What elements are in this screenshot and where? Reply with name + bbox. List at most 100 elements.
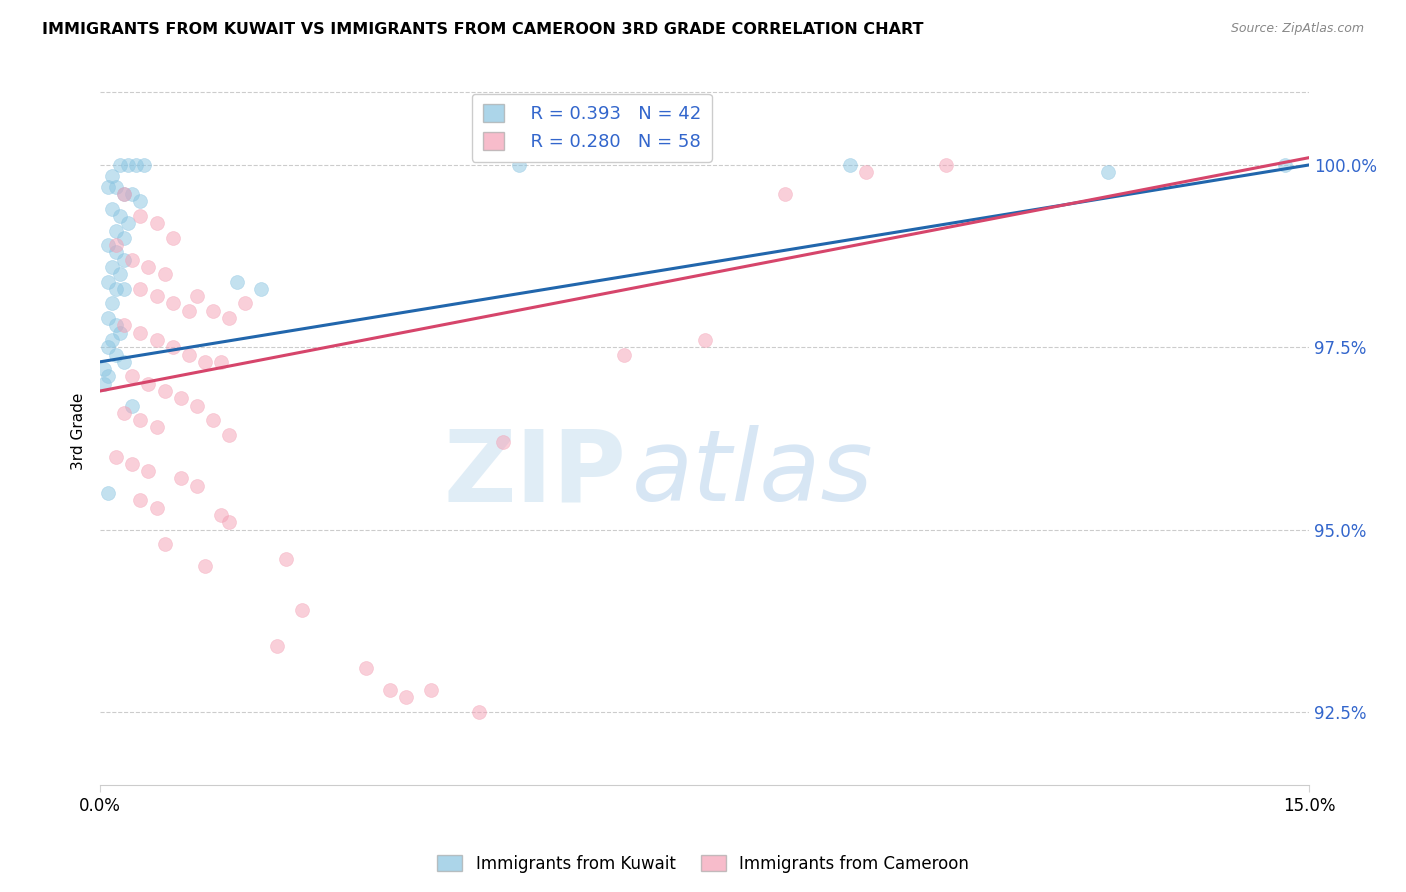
Point bbox=[145, 420, 167, 434]
Point bbox=[266, 639, 288, 653]
Point bbox=[162, 340, 184, 354]
Point bbox=[186, 289, 208, 303]
Point bbox=[395, 690, 418, 705]
Point bbox=[101, 260, 124, 274]
Point bbox=[125, 158, 148, 172]
Point bbox=[162, 231, 184, 245]
Point bbox=[380, 682, 402, 697]
Point bbox=[97, 369, 120, 384]
Point bbox=[145, 289, 167, 303]
Point bbox=[112, 355, 135, 369]
Point bbox=[218, 311, 240, 326]
Point bbox=[194, 355, 217, 369]
Point bbox=[291, 603, 314, 617]
Point bbox=[110, 326, 132, 340]
Point bbox=[97, 179, 120, 194]
Point bbox=[129, 326, 152, 340]
Point bbox=[105, 179, 128, 194]
Point bbox=[97, 340, 120, 354]
Point bbox=[145, 333, 167, 347]
Point bbox=[186, 399, 208, 413]
Point bbox=[226, 275, 249, 289]
Point bbox=[117, 216, 139, 230]
Point bbox=[105, 450, 128, 464]
Point bbox=[121, 369, 143, 384]
Text: Source: ZipAtlas.com: Source: ZipAtlas.com bbox=[1230, 22, 1364, 36]
Point bbox=[112, 187, 135, 202]
Point bbox=[935, 158, 957, 172]
Point bbox=[110, 268, 132, 282]
Point bbox=[112, 231, 135, 245]
Point bbox=[162, 296, 184, 310]
Point bbox=[101, 202, 124, 216]
Point bbox=[117, 158, 139, 172]
Point bbox=[177, 303, 200, 318]
Point bbox=[97, 311, 120, 326]
Point bbox=[101, 333, 124, 347]
Point bbox=[101, 296, 124, 310]
Point bbox=[201, 413, 224, 427]
Point bbox=[177, 347, 200, 361]
Legend: Immigrants from Kuwait, Immigrants from Cameroon: Immigrants from Kuwait, Immigrants from … bbox=[430, 848, 976, 880]
Point bbox=[129, 493, 152, 508]
Point bbox=[112, 318, 135, 333]
Point bbox=[121, 252, 143, 267]
Point bbox=[218, 427, 240, 442]
Point bbox=[97, 275, 120, 289]
Point bbox=[145, 500, 167, 515]
Point bbox=[209, 508, 232, 522]
Point bbox=[201, 303, 224, 318]
Point bbox=[93, 376, 115, 391]
Point bbox=[209, 355, 232, 369]
Point bbox=[1274, 158, 1296, 172]
Point bbox=[121, 457, 143, 471]
Point bbox=[138, 376, 160, 391]
Point bbox=[145, 216, 167, 230]
Point bbox=[170, 392, 193, 406]
Point bbox=[613, 347, 636, 361]
Point bbox=[93, 362, 115, 376]
Point bbox=[186, 479, 208, 493]
Point bbox=[838, 158, 860, 172]
Point bbox=[105, 245, 128, 260]
Y-axis label: 3rd Grade: 3rd Grade bbox=[72, 392, 86, 470]
Point bbox=[112, 282, 135, 296]
Point bbox=[233, 296, 256, 310]
Point bbox=[110, 209, 132, 223]
Point bbox=[170, 471, 193, 485]
Point bbox=[138, 464, 160, 478]
Point bbox=[112, 252, 135, 267]
Point bbox=[134, 158, 156, 172]
Point bbox=[121, 399, 143, 413]
Legend:   R = 0.393   N = 42,   R = 0.280   N = 58: R = 0.393 N = 42, R = 0.280 N = 58 bbox=[472, 94, 711, 161]
Point bbox=[105, 347, 128, 361]
Point bbox=[97, 486, 120, 500]
Point bbox=[97, 238, 120, 252]
Point bbox=[855, 165, 877, 179]
Point bbox=[112, 187, 135, 202]
Point bbox=[110, 158, 132, 172]
Text: IMMIGRANTS FROM KUWAIT VS IMMIGRANTS FROM CAMEROON 3RD GRADE CORRELATION CHART: IMMIGRANTS FROM KUWAIT VS IMMIGRANTS FRO… bbox=[42, 22, 924, 37]
Point bbox=[419, 682, 441, 697]
Point bbox=[773, 187, 796, 202]
Point bbox=[250, 282, 273, 296]
Point bbox=[105, 223, 128, 237]
Point bbox=[129, 282, 152, 296]
Point bbox=[129, 194, 152, 209]
Text: atlas: atlas bbox=[633, 425, 873, 522]
Point bbox=[112, 406, 135, 420]
Point bbox=[129, 209, 152, 223]
Point bbox=[194, 559, 217, 574]
Point bbox=[508, 158, 530, 172]
Point bbox=[105, 282, 128, 296]
Text: ZIP: ZIP bbox=[443, 425, 626, 522]
Point bbox=[274, 551, 297, 566]
Point bbox=[138, 260, 160, 274]
Point bbox=[468, 705, 491, 719]
Point bbox=[105, 318, 128, 333]
Point bbox=[492, 435, 515, 450]
Point bbox=[153, 384, 176, 398]
Point bbox=[153, 537, 176, 551]
Point bbox=[101, 169, 124, 183]
Point bbox=[693, 333, 716, 347]
